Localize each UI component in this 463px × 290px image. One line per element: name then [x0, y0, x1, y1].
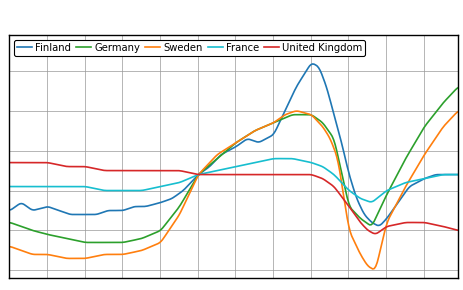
France: [388, 187, 394, 191]
Germany: [6, 221, 12, 224]
Germany: [283, 116, 288, 119]
Finland: [310, 62, 315, 66]
United Kingdom: [6, 161, 12, 164]
France: [6, 185, 12, 188]
Sweden: [370, 267, 375, 271]
France: [272, 157, 278, 160]
France: [274, 157, 279, 160]
United Kingdom: [415, 221, 420, 224]
Sweden: [417, 162, 422, 165]
France: [8, 185, 13, 188]
Line: Finland: Finland: [9, 64, 458, 225]
Germany: [86, 241, 92, 244]
United Kingdom: [272, 173, 278, 176]
United Kingdom: [274, 173, 279, 176]
Finland: [417, 180, 422, 183]
France: [417, 178, 422, 181]
Line: France: France: [9, 159, 458, 202]
Sweden: [294, 109, 299, 113]
Sweden: [456, 110, 461, 113]
United Kingdom: [456, 229, 461, 232]
Germany: [415, 136, 420, 140]
Legend: Finland, Germany, Sweden, France, United Kingdom: Finland, Germany, Sweden, France, United…: [14, 40, 365, 56]
Finland: [388, 211, 394, 215]
Sweden: [272, 120, 278, 123]
United Kingdom: [8, 161, 13, 164]
United Kingdom: [282, 173, 287, 176]
Sweden: [282, 114, 287, 117]
France: [369, 200, 374, 204]
Finland: [376, 224, 382, 227]
United Kingdom: [373, 232, 379, 235]
Finland: [282, 111, 287, 114]
Sweden: [274, 119, 279, 122]
Line: United Kingdom: United Kingdom: [9, 163, 458, 233]
Finland: [6, 208, 12, 212]
Line: Sweden: Sweden: [9, 111, 458, 269]
Germany: [387, 188, 392, 191]
Finland: [8, 208, 13, 211]
Sweden: [388, 213, 394, 217]
Germany: [8, 221, 13, 225]
Germany: [275, 119, 281, 123]
United Kingdom: [387, 224, 392, 228]
Finland: [456, 173, 461, 176]
Sweden: [8, 245, 13, 249]
Finland: [274, 127, 279, 130]
France: [275, 157, 281, 160]
Germany: [456, 86, 461, 89]
Germany: [274, 120, 279, 123]
Sweden: [6, 245, 12, 249]
Line: Germany: Germany: [9, 88, 458, 242]
Finland: [272, 130, 278, 133]
France: [283, 157, 288, 160]
France: [456, 173, 461, 176]
